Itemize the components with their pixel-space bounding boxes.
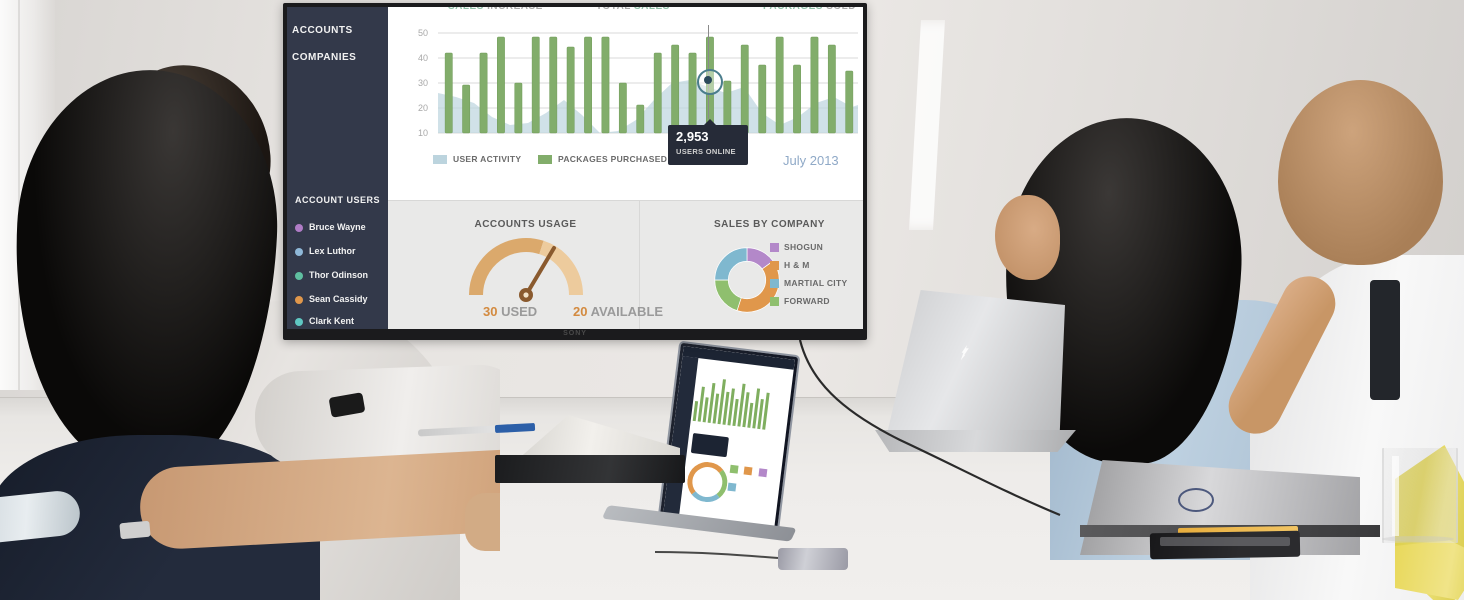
svg-text:50: 50	[418, 28, 428, 38]
svg-text:20: 20	[418, 103, 428, 113]
svg-text:10: 10	[418, 128, 428, 138]
svg-text:30: 30	[418, 78, 428, 88]
svg-text:40: 40	[418, 53, 428, 63]
